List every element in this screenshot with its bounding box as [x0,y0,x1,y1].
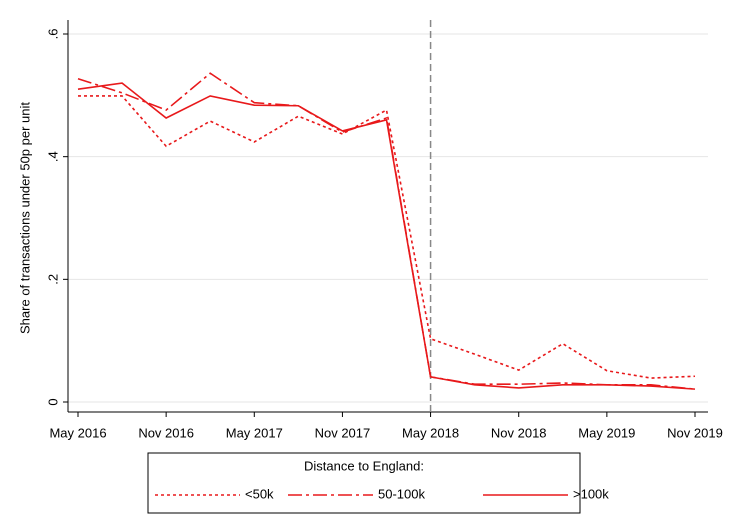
y-tick-label: 0 [45,398,60,405]
legend-box [147,452,581,514]
legend-label: 50-100k [378,486,425,501]
x-tick-label: Nov 2016 [138,425,194,440]
x-tick-label: Nov 2019 [667,425,723,440]
x-tick-label: May 2019 [578,425,635,440]
series-line [78,95,696,379]
y-axis-label: Share of transactions under 50p per unit [17,102,32,334]
x-tick-label: Nov 2018 [491,425,547,440]
series-line [77,82,696,390]
legend-label: <50k [245,486,274,501]
legend-label: >100k [573,486,609,501]
legend-title: Distance to England: [304,458,424,473]
y-tick-label: .6 [45,29,60,40]
x-tick-label: Nov 2017 [315,425,371,440]
y-tick-label: .4 [45,151,60,162]
x-tick-label: May 2018 [402,425,459,440]
y-tick-label: .2 [45,274,60,285]
x-tick-label: May 2017 [226,425,283,440]
x-tick-label: May 2016 [49,425,106,440]
